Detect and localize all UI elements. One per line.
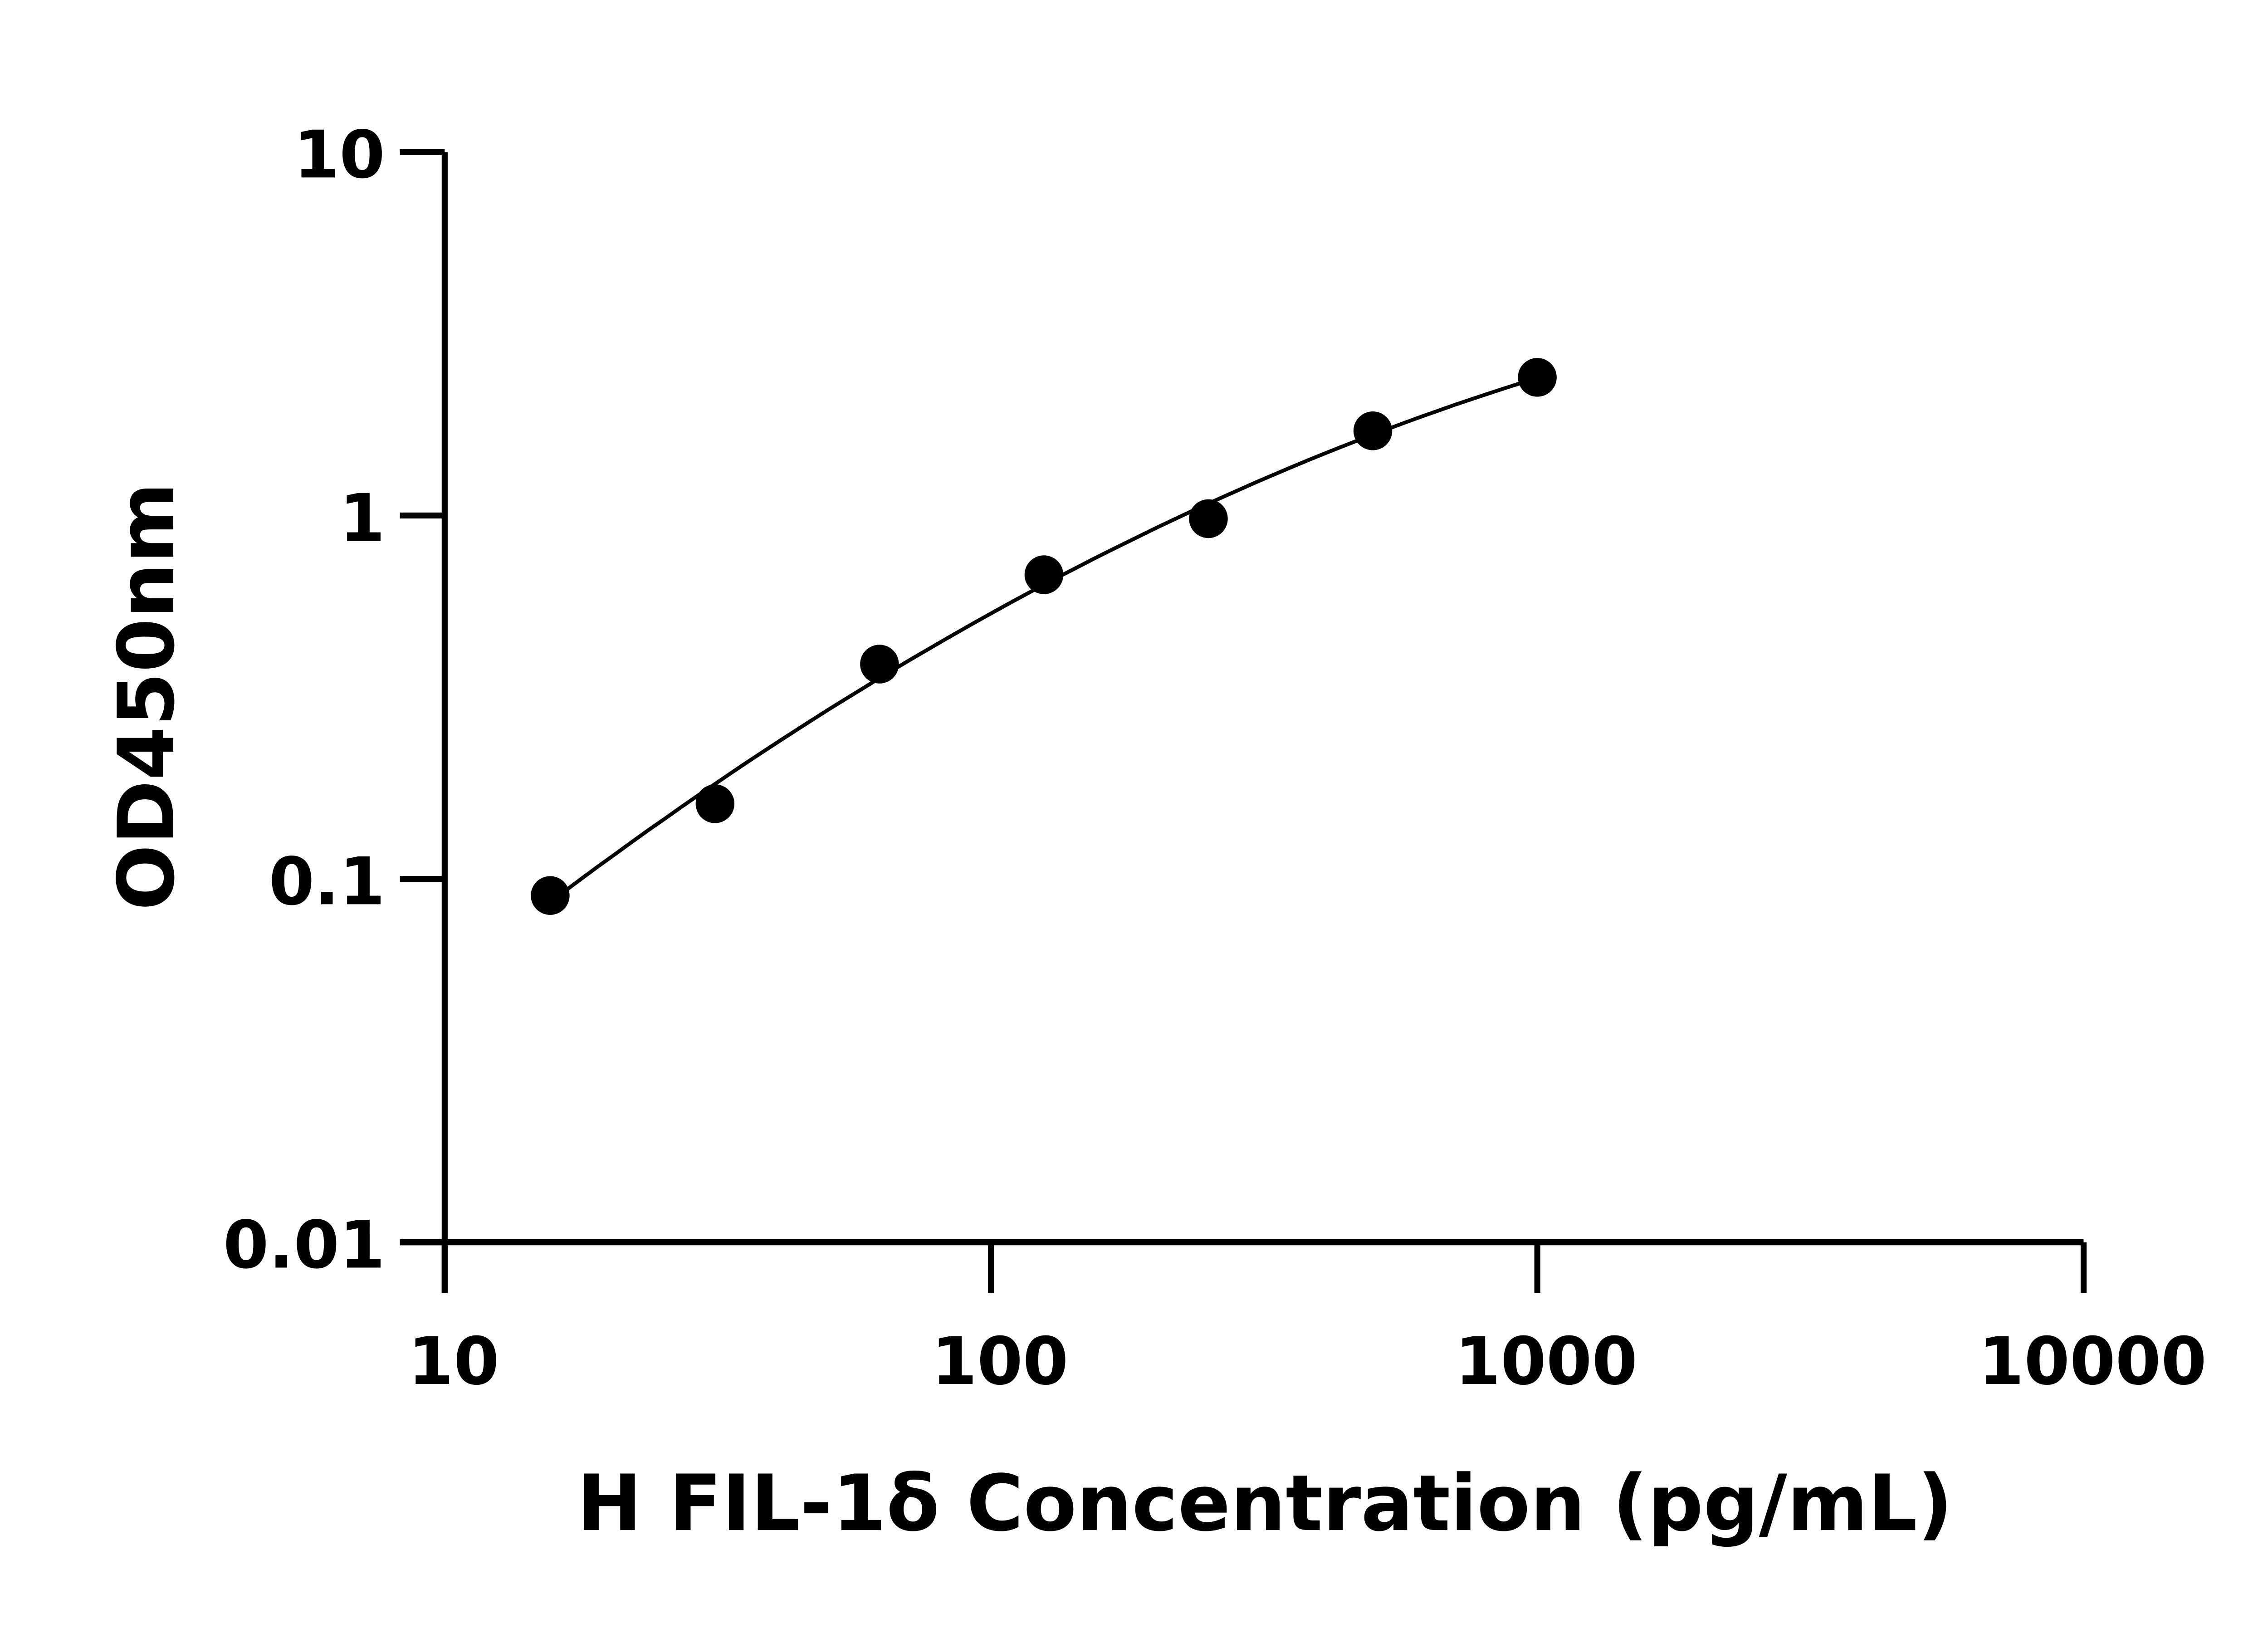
y-tick-label: 1 [339, 480, 385, 557]
y-tick-label: 0.01 [223, 1208, 385, 1284]
x-tick-label: 10000 [1979, 1324, 2207, 1400]
data-point [1189, 499, 1228, 538]
axes: 10 100 1000 10000 0.01 0.1 1 10 [223, 117, 2207, 1400]
y-axis-label: OD450nm [102, 482, 192, 910]
x-tick-label: 100 [931, 1324, 1068, 1400]
y-tick-label: 0.1 [269, 844, 385, 920]
x-tick-label: 1000 [1455, 1324, 1638, 1400]
fit-curve [549, 376, 1538, 904]
x-axis-label: H FIL-1δ Concentration (pg/mL) [577, 1458, 1953, 1549]
data-points [531, 358, 1557, 915]
y-tick-label: 10 [294, 117, 385, 193]
x-tick-label: 10 [408, 1324, 499, 1400]
data-point [531, 876, 570, 915]
data-point [1518, 358, 1557, 397]
data-point [860, 645, 899, 684]
data-point [1024, 555, 1064, 594]
data-point [695, 784, 735, 823]
data-point [1353, 411, 1393, 450]
fit-curve-group [549, 376, 1538, 904]
